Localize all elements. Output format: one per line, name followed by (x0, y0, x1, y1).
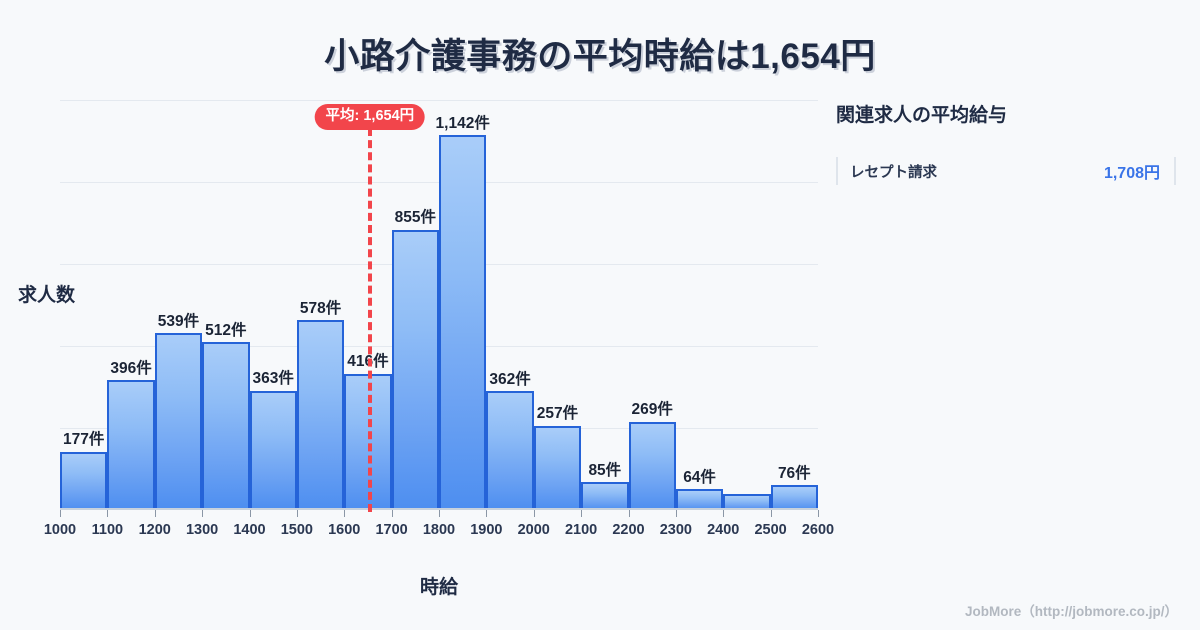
row-divider-left (836, 157, 838, 185)
x-axis-tick-label: 2500 (754, 522, 787, 538)
bar-series: 177件 396件 539件 512件 363件 578件 416件 855件 1,142件 36… (60, 100, 818, 510)
bar-slot: 578件 (296, 100, 345, 510)
x-axis-tick-label: 1800 (422, 522, 456, 538)
bar[interactable] (770, 485, 818, 510)
bar-slot: 1,142件 (436, 100, 490, 510)
gridline (60, 100, 818, 101)
bar-slot (723, 100, 771, 510)
bar[interactable] (249, 390, 297, 510)
x-axis-tick-label: 2600 (801, 522, 835, 538)
x-axis-tick (296, 510, 298, 517)
bar-value-label: 269件 (631, 401, 673, 419)
bar-slot: 257件 (533, 100, 582, 510)
x-axis-tick-label: 1700 (375, 522, 408, 538)
x-axis-tick (202, 510, 204, 517)
x-axis-tick (533, 510, 535, 517)
bar-slot: 363件 (249, 100, 297, 510)
bar-value-label: 578件 (299, 299, 342, 317)
bar-slot: 855件 (391, 100, 439, 510)
x-axis-tick-label: 2200 (612, 522, 645, 538)
x-axis-tick (581, 510, 583, 517)
x-axis-tick (675, 510, 677, 517)
bar-value-label: 539件 (157, 312, 200, 330)
bar[interactable] (60, 451, 108, 510)
x-axis-tick (818, 510, 819, 517)
x-axis-tick-label: 2000 (517, 522, 550, 538)
x-axis-tick-label: 1000 (43, 522, 77, 538)
bar-value-label: 512件 (205, 321, 247, 339)
bar-slot: 64件 (675, 100, 724, 510)
x-axis-tick (107, 510, 109, 517)
x-axis-tick-label: 2400 (707, 522, 740, 538)
bar-slot: 269件 (628, 100, 676, 510)
bar[interactable] (439, 135, 487, 510)
bar-value-label: 362件 (489, 370, 531, 388)
bar[interactable] (391, 229, 439, 510)
bar-value-label: 85件 (588, 461, 622, 479)
bar[interactable] (486, 391, 534, 510)
x-axis-tick-label: 1200 (138, 522, 171, 538)
bar-slot: 177件 (60, 100, 108, 510)
bar[interactable] (202, 342, 250, 510)
x-axis-tick-label: 1900 (470, 522, 503, 538)
related-salary-row[interactable]: レセプト請求 1,708円 (836, 154, 1176, 188)
page-title: 小路介護事務の平均時給は1,654円 (324, 37, 876, 76)
bar[interactable] (675, 489, 724, 510)
x-axis-tick (249, 510, 251, 517)
bar[interactable] (533, 425, 582, 510)
related-salary-title: 関連求人の平均給与 (836, 105, 1008, 126)
bar-value-label: 396件 (110, 359, 152, 377)
x-axis-tick-label: 2100 (564, 522, 598, 538)
x-axis-tick (439, 510, 440, 517)
x-axis-tick (723, 510, 725, 517)
bar-value-label: 855件 (394, 209, 436, 227)
bar[interactable] (107, 380, 155, 510)
y-axis-title: 求人数 (18, 285, 76, 306)
related-salary-panel: 関連求人の平均給与 レセプト請求 1,708円 (836, 100, 1176, 188)
x-axis-tick-label: 1600 (328, 522, 361, 538)
x-axis-tick-label: 1400 (233, 522, 266, 538)
bar-slot: 539件 (154, 100, 203, 510)
bar[interactable] (296, 320, 345, 510)
footer-attribution: JobMore（http://jobmore.co.jp/） (965, 604, 1178, 619)
bar-value-label: 177件 (63, 431, 105, 449)
bar-value-label: 1,142件 (435, 114, 490, 132)
bar-value-label: 64件 (683, 468, 716, 486)
bar-slot: 512件 (202, 100, 250, 510)
row-divider-right (1174, 157, 1176, 185)
axis-baseline (60, 508, 818, 510)
related-salary-rows: レセプト請求 1,708円 (836, 154, 1176, 188)
x-axis-tick (154, 510, 156, 517)
average-line (367, 128, 372, 512)
x-axis-title: 時給 (419, 577, 458, 598)
bar-slot: 396件 (107, 100, 155, 510)
x-axis-tick-label: 1500 (280, 522, 314, 538)
bar[interactable] (628, 421, 676, 510)
related-salary-row-value: 1,708円 (1103, 165, 1160, 182)
bar-value-label: 363件 (252, 370, 294, 388)
bar[interactable] (154, 333, 203, 510)
bar-slot: 85件 (581, 100, 629, 510)
x-axis-tick (391, 510, 393, 517)
x-axis-tick-label: 2300 (659, 522, 693, 538)
plot-area: 177件 396件 539件 512件 363件 578件 416件 855件 1,142件 36… (60, 100, 818, 510)
x-axis-tick-label: 1300 (185, 522, 219, 538)
related-salary-row-label: レセプト請求 (850, 164, 937, 181)
bar-slot: 362件 (486, 100, 534, 510)
bar-value-label: 257件 (536, 405, 579, 423)
average-badge: 平均: 1,654円 (314, 104, 426, 130)
x-axis-tick-label: 1100 (91, 522, 124, 538)
x-axis-tick (628, 510, 630, 517)
x-axis-tick (60, 510, 61, 517)
x-axis-tick (770, 510, 772, 517)
x-axis-tick (344, 510, 346, 517)
bar-slot: 76件 (770, 100, 818, 510)
bar[interactable] (581, 482, 629, 510)
x-axis-tick (486, 510, 488, 517)
bar-value-label: 76件 (777, 464, 811, 482)
bar[interactable] (723, 493, 771, 510)
